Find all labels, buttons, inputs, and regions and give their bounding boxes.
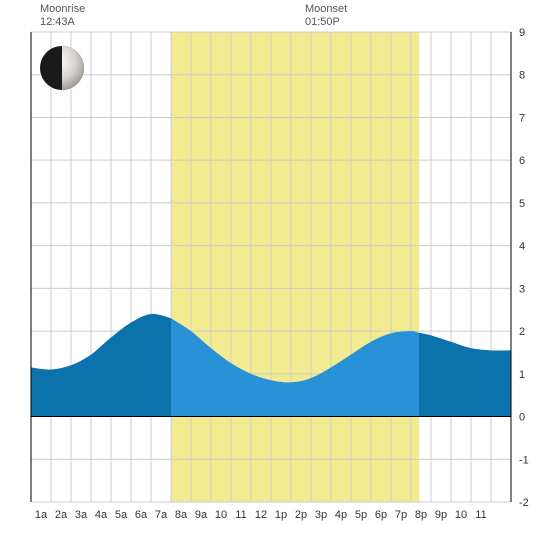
svg-text:5a: 5a [115,509,128,521]
svg-text:8: 8 [519,70,525,82]
svg-text:7a: 7a [155,509,168,521]
svg-text:5p: 5p [355,509,367,521]
svg-text:9p: 9p [435,509,447,521]
svg-text:2p: 2p [295,509,307,521]
svg-text:3a: 3a [75,509,88,521]
svg-text:1: 1 [519,369,525,381]
svg-text:4p: 4p [335,509,347,521]
svg-text:-2: -2 [519,497,529,509]
svg-text:2a: 2a [55,509,68,521]
moonrise-label: Moonrise [40,3,85,16]
svg-text:12: 12 [255,509,267,521]
svg-text:4: 4 [519,241,525,253]
tide-chart: Moonrise 12:43A Moonset 01:50P -2-101234… [0,0,550,550]
svg-text:5: 5 [519,198,525,210]
svg-text:11: 11 [475,509,486,521]
svg-text:4a: 4a [95,509,108,521]
svg-text:0: 0 [519,412,525,424]
svg-text:8p: 8p [415,509,427,521]
svg-text:11: 11 [235,509,246,521]
moonrise-block: Moonrise 12:43A [40,3,85,29]
svg-text:-1: -1 [519,454,529,466]
svg-text:1p: 1p [275,509,287,521]
svg-text:7: 7 [519,112,525,124]
svg-text:6: 6 [519,155,525,167]
moonset-block: Moonset 01:50P [305,3,347,29]
svg-text:2: 2 [519,326,525,338]
svg-text:8a: 8a [175,509,188,521]
moon-phase-icon [40,46,84,90]
svg-text:3: 3 [519,283,525,295]
svg-text:9a: 9a [195,509,208,521]
svg-text:9: 9 [519,27,525,39]
svg-text:7p: 7p [395,509,407,521]
svg-text:6a: 6a [135,509,148,521]
svg-text:10: 10 [455,509,467,521]
svg-text:10: 10 [215,509,227,521]
moonrise-time: 12:43A [40,16,85,29]
moonset-label: Moonset [305,3,347,16]
svg-text:3p: 3p [315,509,327,521]
moonset-time: 01:50P [305,16,347,29]
svg-text:6p: 6p [375,509,387,521]
svg-text:1a: 1a [35,509,48,521]
